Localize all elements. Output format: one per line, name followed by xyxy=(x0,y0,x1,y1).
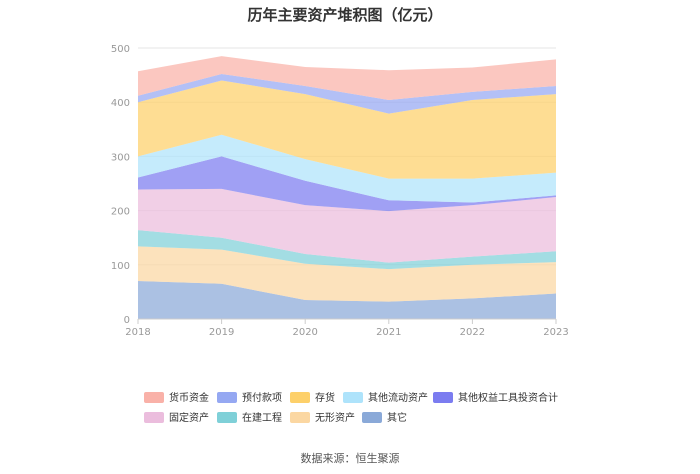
legend-item[interactable]: 无形资产 xyxy=(290,411,355,424)
legend-swatch xyxy=(290,412,310,423)
legend-swatch xyxy=(144,412,164,423)
y-tick-label: 200 xyxy=(111,207,130,218)
legend-item[interactable]: 货币资金 xyxy=(144,391,209,404)
area-7 xyxy=(138,74,556,114)
area-1 xyxy=(138,246,556,302)
legend-swatch xyxy=(217,392,237,403)
legend-item[interactable]: 存货 xyxy=(290,391,335,404)
legend-item[interactable]: 其他流动资产 xyxy=(343,391,428,404)
legend-item[interactable]: 固定资产 xyxy=(144,411,209,424)
legend-label: 无形资产 xyxy=(315,411,355,424)
legend-label: 其他权益工具投资合计 xyxy=(458,391,558,404)
chart-title: 历年主要资产堆积图（亿元） xyxy=(247,6,442,24)
area-4 xyxy=(138,156,556,212)
legend-label: 其它 xyxy=(387,411,407,424)
data-source: 数据来源：恒生聚源 xyxy=(301,451,400,465)
x-tick-label: 2020 xyxy=(292,327,317,338)
y-tick-label: 500 xyxy=(111,44,130,55)
legend-label: 存货 xyxy=(315,391,335,404)
legend-label: 其他流动资产 xyxy=(368,391,428,404)
legend-label: 货币资金 xyxy=(169,391,209,404)
x-tick-label: 2022 xyxy=(460,327,485,338)
legend-item[interactable]: 其它 xyxy=(362,411,407,424)
legend-item[interactable]: 其他权益工具投资合计 xyxy=(433,391,558,404)
legend-label: 在建工程 xyxy=(242,411,282,424)
legend-label: 预付款项 xyxy=(242,391,282,404)
area-2 xyxy=(138,230,556,270)
axes: 0 100 200 300 400 500 2018 2019 2020 2021 2022 2023 xyxy=(111,44,569,338)
legend-swatch xyxy=(433,392,453,403)
area-8 xyxy=(138,56,556,101)
y-tick-label: 300 xyxy=(111,152,130,163)
area-5 xyxy=(138,134,556,203)
x-tick-label: 2018 xyxy=(125,327,150,338)
x-tick-label: 2021 xyxy=(376,327,401,338)
legend-swatch xyxy=(362,412,382,423)
area-6 xyxy=(138,80,556,179)
legend-swatch xyxy=(343,392,363,403)
y-tick-label: 400 xyxy=(111,98,130,109)
legend-swatch xyxy=(290,392,310,403)
legend-label: 固定资产 xyxy=(169,411,209,424)
y-tick-label: 0 xyxy=(124,315,130,326)
legend-item[interactable]: 在建工程 xyxy=(217,411,282,424)
legend-swatch xyxy=(217,412,237,423)
x-tick-label: 2023 xyxy=(543,327,568,338)
area-3 xyxy=(138,188,556,263)
y-tick-label: 100 xyxy=(111,261,130,272)
area-series xyxy=(138,56,556,319)
area-0 xyxy=(138,281,556,319)
legend-item[interactable]: 预付款项 xyxy=(217,391,282,404)
x-tick-label: 2019 xyxy=(209,327,234,338)
legend-swatch xyxy=(144,392,164,403)
